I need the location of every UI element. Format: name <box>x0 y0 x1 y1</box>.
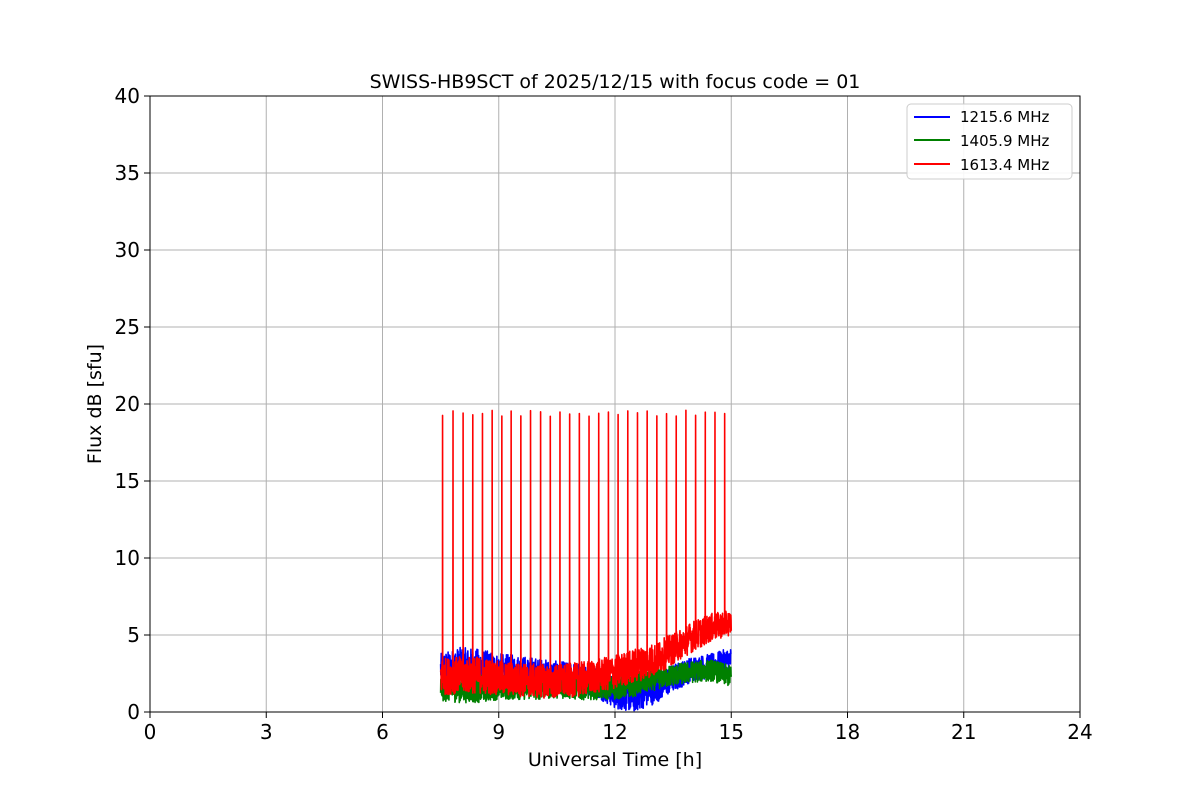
x-axis-label: Universal Time [h] <box>528 749 702 771</box>
series-layer <box>439 409 733 712</box>
y-tick-label: 25 <box>115 315 140 339</box>
x-tick-label: 12 <box>602 720 627 744</box>
y-tick-label: 35 <box>115 161 140 185</box>
y-axis-label: Flux dB [sfu] <box>84 344 106 464</box>
x-tick-label: 6 <box>376 720 389 744</box>
legend: 1215.6 MHz 1405.9 MHz 1613.4 MHz <box>906 103 1073 180</box>
x-tick-label: 21 <box>951 720 976 744</box>
x-tick-label: 24 <box>1067 720 1092 744</box>
x-tick-label: 15 <box>719 720 744 744</box>
x-tick-label: 3 <box>260 720 273 744</box>
chart-title: SWISS-HB9SCT of 2025/12/15 with focus co… <box>370 71 861 93</box>
x-tick-label: 9 <box>492 720 505 744</box>
y-tick-label: 40 <box>115 84 140 108</box>
legend-label-series-1: 1215.6 MHz <box>960 108 1049 126</box>
series-line-3 <box>439 409 733 699</box>
y-tick-label: 10 <box>115 546 140 570</box>
y-tick-label: 30 <box>115 238 140 262</box>
legend-box <box>906 103 1073 180</box>
y-tick-label: 5 <box>127 623 140 647</box>
axis-ticks: 0 3 6 9 12 15 18 21 24 0 5 10 15 20 25 30 35 40 <box>115 84 1093 744</box>
x-tick-label: 0 <box>144 720 157 744</box>
y-tick-label: 15 <box>115 469 140 493</box>
legend-label-series-2: 1405.9 MHz <box>960 132 1049 150</box>
legend-label-series-3: 1613.4 MHz <box>960 156 1049 174</box>
y-tick-label: 20 <box>115 392 140 416</box>
y-tick-label: 0 <box>127 700 140 724</box>
x-tick-label: 18 <box>835 720 860 744</box>
